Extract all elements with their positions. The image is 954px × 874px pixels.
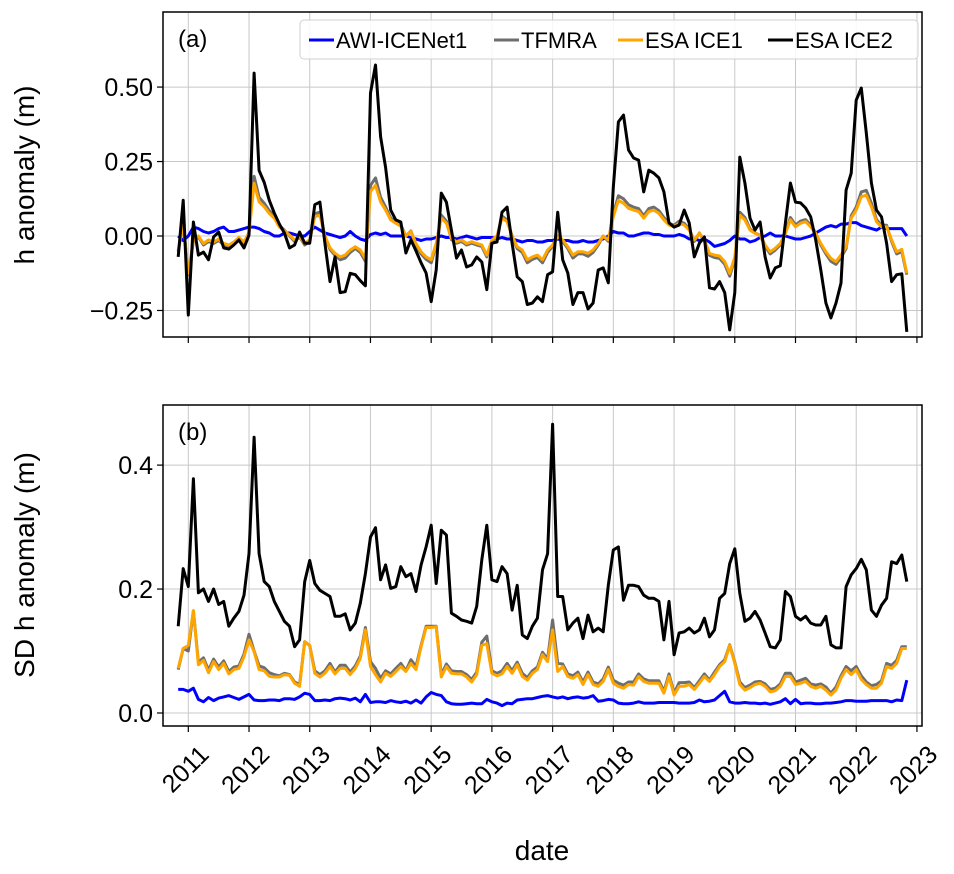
panel-a: 0.50 0.25 0.00 −0.25 (a) h anomaly (m) AWI-ICE… (9, 11, 923, 343)
x-tick-label: 2012 (216, 740, 275, 799)
axes-frame (162, 11, 923, 338)
x-tick-label: 2023 (884, 740, 943, 799)
legend-item: AWI-ICENet1 (309, 28, 467, 53)
x-tick-label: 2019 (641, 740, 700, 799)
legend-item: TFMRA (494, 28, 597, 53)
x-tick-label: 2022 (823, 740, 882, 799)
legend: AWI-ICENet1 TFMRA ESA ICE1 ESA ICE2 (299, 19, 919, 60)
legend-label: AWI-ICENet1 (336, 28, 467, 53)
legend-label: ESA ICE2 (795, 28, 893, 53)
y-tick-label: 0.4 (118, 452, 153, 480)
axes-frame (162, 404, 923, 727)
legend-item: ESA ICE2 (768, 28, 893, 53)
series-line-esa-ice1 (176, 609, 907, 697)
x-tick-label: 2014 (338, 740, 397, 799)
series-line-esa-ice2 (176, 422, 909, 657)
x-tick-label: 2021 (763, 740, 822, 799)
y-tick-label: 0.25 (104, 149, 153, 177)
panel-b: 2011 2012 2013 2014 2015 2016 2017 2018 2019 2020… (9, 404, 943, 800)
x-tick-label: 2011 (157, 740, 215, 798)
legend-item: ESA ICE1 (618, 28, 743, 53)
panel-label: (b) (178, 419, 207, 446)
y-tick-label: 0.0 (118, 700, 153, 728)
x-tick-label: 2016 (459, 740, 518, 799)
y-tick-label: 0.50 (104, 74, 153, 102)
series-line-esa-ice1 (176, 181, 909, 275)
panel-label: (a) (178, 26, 207, 53)
y-axis-label: h anomaly (m) (9, 86, 40, 265)
x-tick-label: 2013 (277, 740, 336, 799)
series-line-esa-ice2 (176, 63, 909, 333)
y-axis-label: SD h anomaly (m) (9, 452, 40, 678)
y-tick-label: 0.2 (118, 576, 153, 604)
x-tick-label: 2017 (520, 740, 579, 799)
legend-box (299, 19, 919, 60)
legend-label: TFMRA (521, 28, 597, 53)
y-tick-label: −0.25 (90, 297, 153, 325)
x-axis-label: date (515, 835, 570, 866)
x-tick-label: 2018 (580, 740, 639, 799)
y-tick-label: 0.00 (104, 223, 153, 251)
legend-label: ESA ICE1 (645, 28, 743, 53)
x-tick-label: 2015 (398, 740, 457, 799)
x-tick-label: 2020 (702, 740, 761, 799)
series-line-awi-icenet1 (178, 679, 909, 708)
